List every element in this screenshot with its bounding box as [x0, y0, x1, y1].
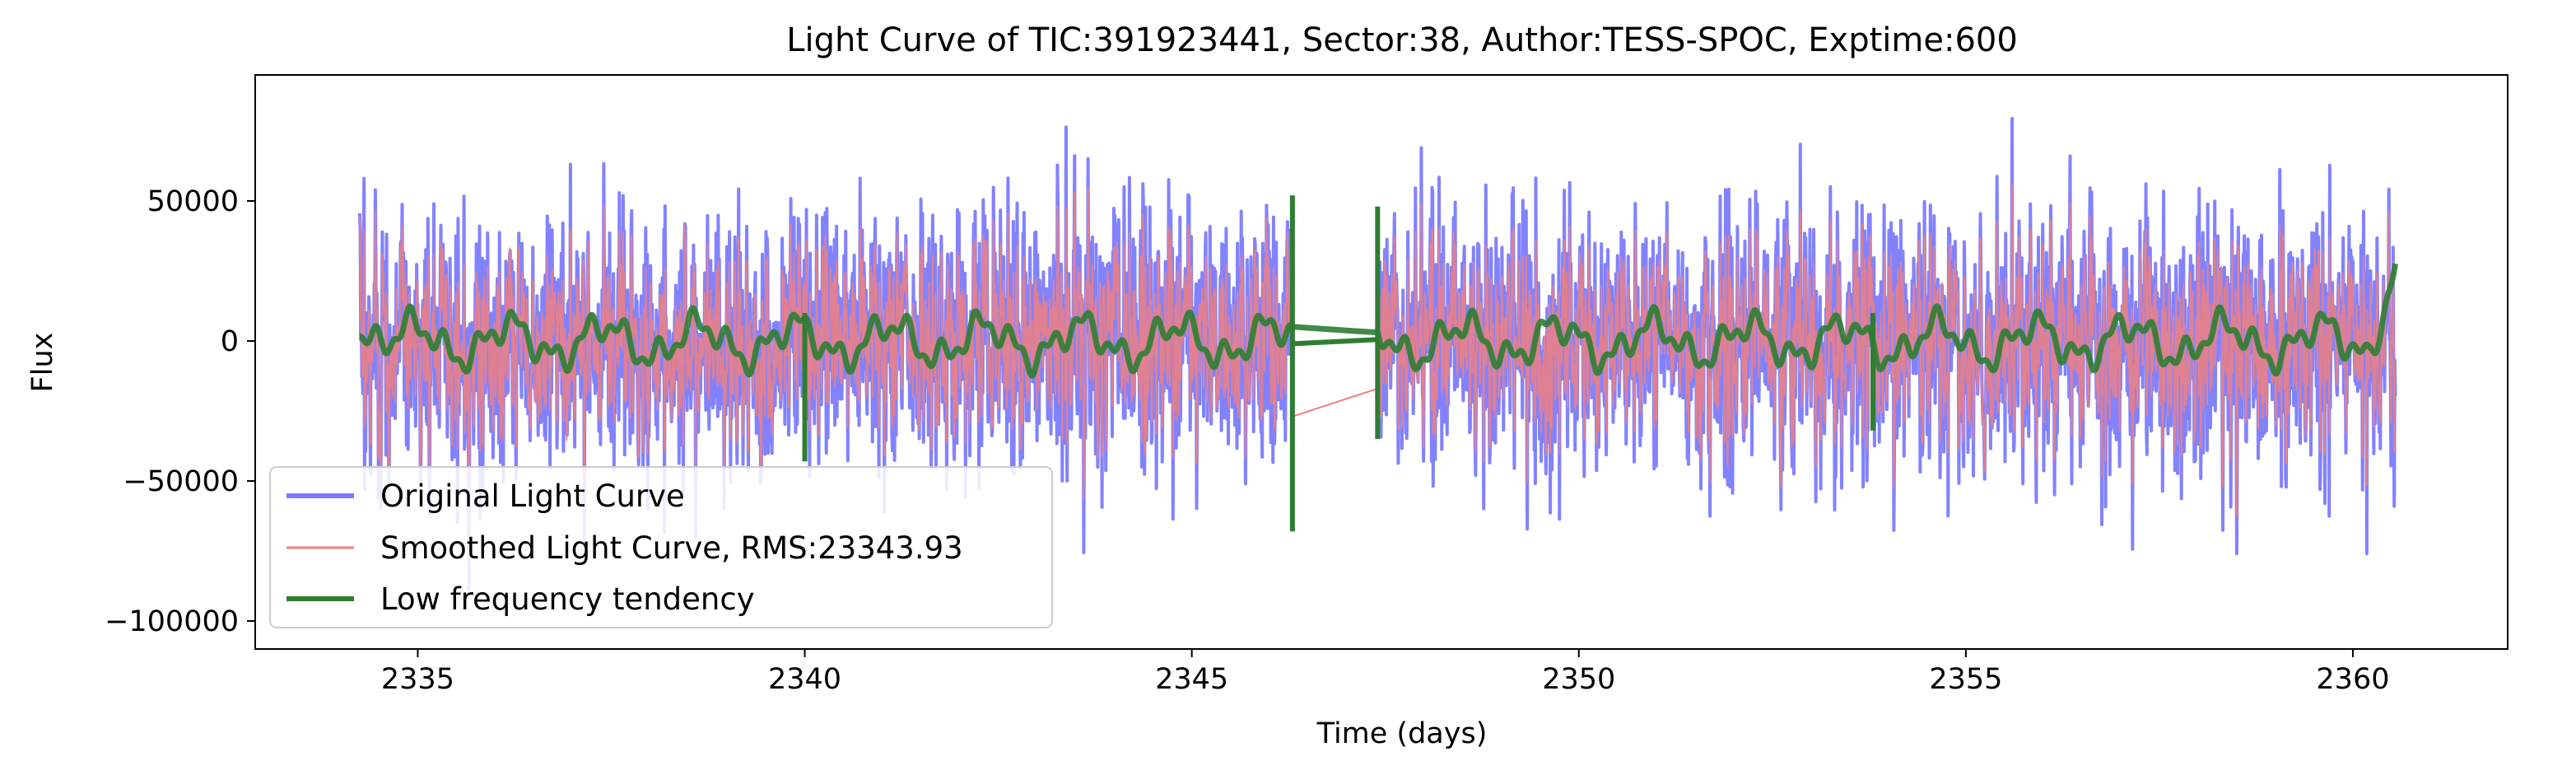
data-layer — [357, 116, 2398, 591]
low-frequency-gap-bridge — [1292, 337, 1378, 347]
x-axis-label: Time (days) — [1316, 717, 1488, 750]
series-low-frequency-line — [357, 263, 2398, 379]
legend-label-low-frequency: Low frequency tendency — [380, 581, 755, 617]
series-smoothed-gap-bridge — [1292, 387, 1378, 418]
x-tick-label: 2350 — [1542, 663, 1615, 696]
y-tick-label: 0 — [221, 325, 239, 358]
chart-title: Light Curve of TIC:391923441, Sector:38,… — [786, 21, 2018, 59]
y-axis-label: Flux — [26, 333, 59, 393]
x-tick-label: 2335 — [381, 663, 454, 696]
legend-label-original: Original Light Curve — [380, 479, 685, 514]
series-smoothed-line — [1377, 184, 2397, 518]
y-tick-label: 50000 — [147, 185, 239, 218]
y-tick-label: −100000 — [105, 605, 239, 638]
x-tick-label: 2340 — [768, 663, 841, 696]
x-tick-label: 2360 — [2316, 663, 2389, 696]
legend-box — [269, 466, 1053, 628]
axes-layer: 2335 2340 2345 2350 2355 2360 −100000 −50000 0 50… — [105, 185, 2389, 696]
x-tick-label: 2345 — [1155, 663, 1228, 696]
y-tick-label: −50000 — [123, 465, 239, 498]
plot-frame — [254, 74, 2508, 650]
legend-label-smoothed: Smoothed Light Curve, RMS:23343.93 — [380, 530, 963, 566]
x-tick-label: 2355 — [1929, 663, 2002, 696]
legend: Original Light Curve Smoothed Light Curv… — [269, 466, 1053, 628]
